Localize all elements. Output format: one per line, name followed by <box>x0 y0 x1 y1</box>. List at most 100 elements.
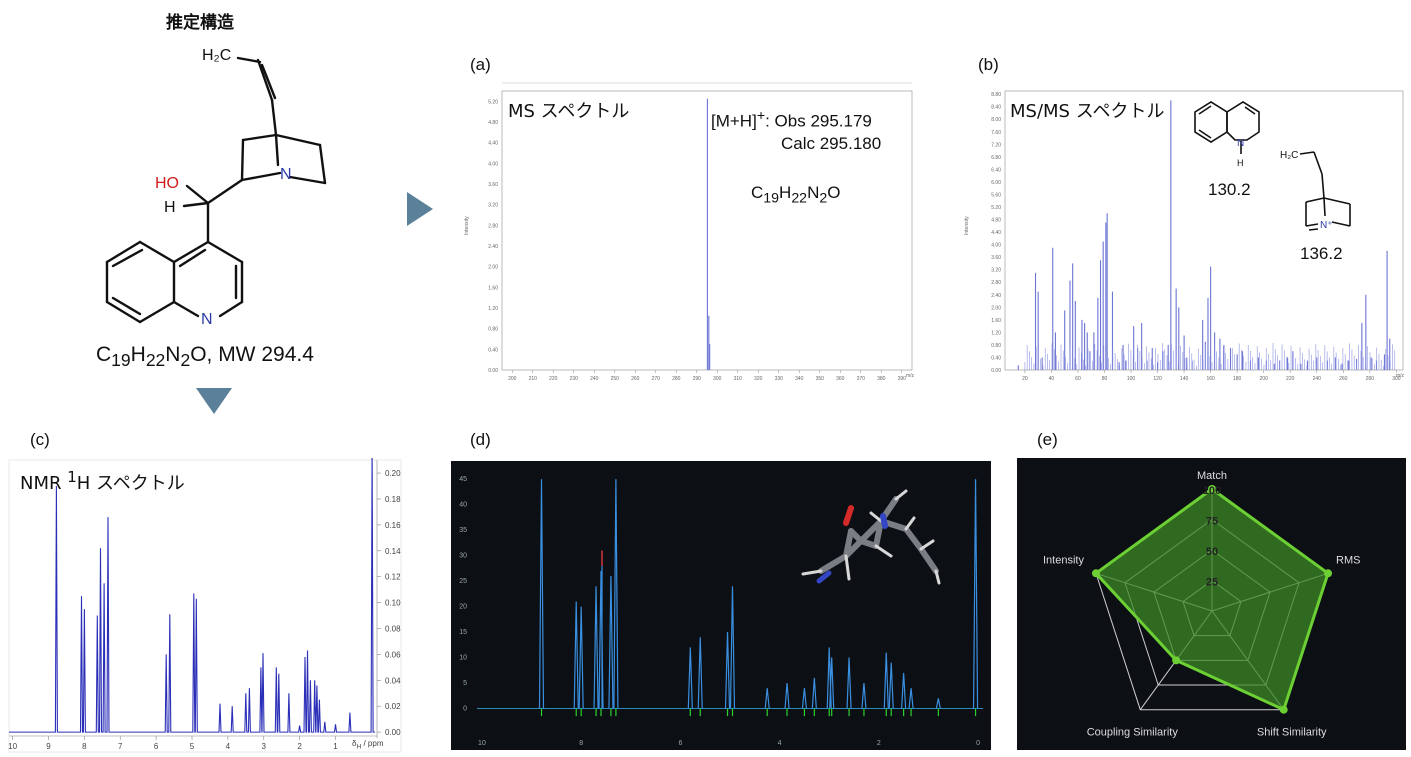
pred-peak <box>888 662 894 709</box>
radar-point[interactable] <box>1208 485 1216 493</box>
nmr-xtick-label: 1 <box>333 742 338 751</box>
pred-ytick-label: 0 <box>463 706 467 713</box>
ms-xtick-label: 310 <box>734 376 743 382</box>
ms-ytick-label: 0.00 <box>488 368 498 374</box>
ms-ytick-label: 3.60 <box>488 182 498 188</box>
pred-peak <box>883 652 889 709</box>
ms-ytick-label: 4.00 <box>488 161 498 167</box>
pred-peak <box>829 657 835 709</box>
nmr-ytick-label: 0.10 <box>385 599 401 608</box>
msms-xtick-label: 120 <box>1153 376 1162 382</box>
hydroxyl-label: HO <box>155 175 179 192</box>
msms-ytick-label: 8.80 <box>991 92 1001 98</box>
molecule-3d-model[interactable] <box>801 489 941 585</box>
pred-peak <box>538 479 545 709</box>
down-arrow-icon <box>196 388 232 414</box>
nmr-ytick-label: 0.06 <box>385 650 401 659</box>
panel-c-label: (c) <box>30 430 50 449</box>
nmr-ytick-label: 0.16 <box>385 521 401 530</box>
pred-peak <box>608 576 614 709</box>
radar-axis-label: Coupling Similarity <box>1087 727 1179 739</box>
msms-xtick-label: 160 <box>1206 376 1215 382</box>
nmr-ytick-label: 0.12 <box>385 573 401 582</box>
quinolinium-fragment: N H <box>1194 101 1260 168</box>
msms-xtick-label: 200 <box>1260 376 1269 382</box>
msms-xtick-label: 280 <box>1366 376 1375 382</box>
ms-xtick-label: 320 <box>754 376 763 382</box>
msms-ytick-label: 1.60 <box>991 318 1001 324</box>
msms-xlabel: m/z <box>1396 373 1405 379</box>
radar-tick-label: 50 <box>1206 546 1218 558</box>
vinyl-bond <box>256 58 274 102</box>
pred-peak <box>784 682 790 709</box>
nmr-title: NMR 1H スペクトル <box>20 468 185 494</box>
msms-ytick-label: 7.60 <box>991 130 1001 136</box>
msms-xtick-label: 100 <box>1127 376 1136 382</box>
ms-ytick-label: 3.20 <box>488 203 498 209</box>
msms-ytick-label: 6.40 <box>991 167 1001 173</box>
ms-title: MS スペクトル <box>508 101 630 122</box>
pred-ytick-label: 40 <box>459 502 467 509</box>
radar-point[interactable] <box>1091 569 1100 578</box>
pred-peak <box>846 657 852 709</box>
msms-xtick-label: 300 <box>1392 376 1401 382</box>
nmr-xtick-label: 10 <box>8 742 17 751</box>
msms-xtick-label: 240 <box>1313 376 1322 382</box>
nmr-ytick-label: 0.04 <box>385 676 401 685</box>
fragment-hydrogen: H <box>1237 158 1244 168</box>
radar-tick-label: 100 <box>1203 485 1221 497</box>
pred-xtick-label: 4 <box>778 740 782 747</box>
radar-point[interactable] <box>1324 569 1333 578</box>
panel-e-label: (e) <box>1037 430 1058 449</box>
ms-formula-annotation: C19H22N2O <box>751 183 841 207</box>
nmr-ytick-label: 0.20 <box>385 469 401 478</box>
ms-xtick-label: 220 <box>549 376 558 382</box>
hydrogen-label: H <box>164 199 176 216</box>
ms-xtick-label: 330 <box>775 376 784 382</box>
structure-formula: C19H22N2O, MW 294.4 <box>96 343 314 371</box>
pred-peak <box>593 586 599 709</box>
ms-ytick-label: 5.20 <box>488 99 498 105</box>
svg-text:H₂C: H₂C <box>1280 150 1298 161</box>
panel-d-label: (d) <box>470 430 491 449</box>
ms-ytick-label: 2.80 <box>488 223 498 229</box>
ms-ytick-label: 4.80 <box>488 120 498 126</box>
msms-ytick-label: 1.20 <box>991 330 1001 336</box>
pred-peak <box>972 479 979 709</box>
msms-xtick-label: 220 <box>1286 376 1295 382</box>
msms-ytick-label: 0.80 <box>991 343 1001 349</box>
radar-point[interactable] <box>1279 705 1288 714</box>
ms-ytick-label: 0.40 <box>488 347 498 353</box>
ms-ytick-label: 1.20 <box>488 306 498 312</box>
radar-tick-label: 75 <box>1206 516 1218 528</box>
ms-spectrum: 0.00 0.40 0.80 1.20 1.60 2.00 2.40 2.80 3.20 3.60… <box>464 82 915 382</box>
fragment-nitrogen: N <box>1237 138 1244 149</box>
radar-axis-label: Shift Similarity <box>1257 727 1327 739</box>
msms-ylabel: Intensity <box>964 216 970 235</box>
ms-xtick-label: 340 <box>795 376 804 382</box>
radar-tick-label: 25 <box>1206 577 1218 589</box>
ms-ytick-label: 2.40 <box>488 244 498 250</box>
msms-ytick-label: 3.20 <box>991 268 1001 274</box>
pred-peak <box>861 682 867 709</box>
pred-peak <box>801 688 808 709</box>
nmr-xtick-label: 3 <box>262 742 267 751</box>
msms-ytick-label: 6.80 <box>991 155 1001 161</box>
msms-xtick-label: 60 <box>1075 376 1081 382</box>
ms-xtick-label: 390 <box>898 376 907 382</box>
ms-xtick-label: 370 <box>857 376 866 382</box>
ms-xtick-label: 360 <box>836 376 845 382</box>
pred-ytick-label: 45 <box>459 476 467 483</box>
right-arrow-icon <box>407 192 433 226</box>
msms-ytick-label: 4.00 <box>991 243 1001 249</box>
radar-point[interactable] <box>1172 656 1181 665</box>
msms-ytick-label: 2.00 <box>991 305 1001 311</box>
radar-score-area <box>1093 487 1330 712</box>
vinyl-label: H₂C <box>202 47 231 64</box>
pred-ytick-label: 10 <box>459 655 467 662</box>
ms-ytick-label: 1.60 <box>488 285 498 291</box>
pred-ytick-label: 15 <box>459 629 467 636</box>
pred-peak <box>901 672 907 709</box>
pred-xtick-label: 10 <box>478 740 486 747</box>
